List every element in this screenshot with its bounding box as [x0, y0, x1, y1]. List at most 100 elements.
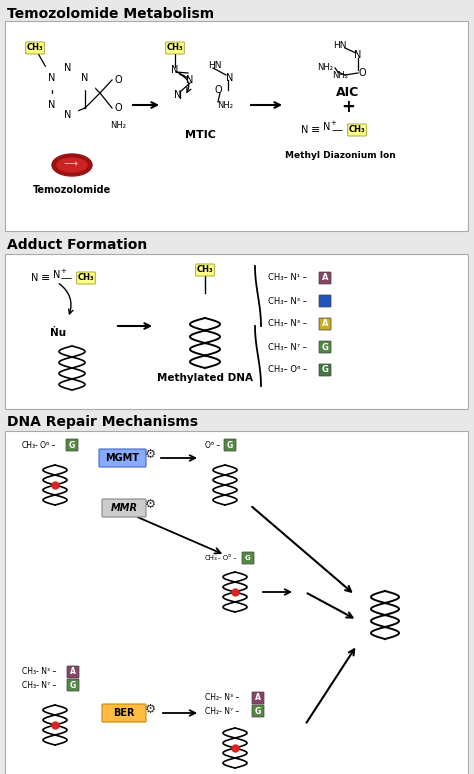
FancyBboxPatch shape — [77, 272, 95, 284]
Text: CH₃: CH₃ — [349, 125, 365, 135]
Text: CH₃: CH₃ — [78, 273, 94, 283]
Text: Methylated DNA: Methylated DNA — [157, 373, 253, 383]
FancyBboxPatch shape — [5, 254, 468, 409]
Text: O: O — [115, 75, 123, 85]
Text: N: N — [64, 110, 72, 120]
Text: N: N — [354, 50, 362, 60]
Text: N: N — [171, 65, 179, 75]
FancyBboxPatch shape — [67, 666, 79, 678]
Text: ⚙: ⚙ — [145, 498, 155, 511]
Text: —: — — [331, 125, 343, 135]
Text: CH₃– N⁷ –: CH₃– N⁷ – — [268, 343, 307, 351]
Text: O: O — [214, 85, 222, 95]
Text: ≡: ≡ — [311, 125, 321, 135]
Text: A: A — [322, 320, 328, 328]
Text: HN: HN — [333, 40, 347, 50]
Text: G: G — [321, 365, 328, 375]
Text: CH₃: CH₃ — [197, 265, 213, 275]
FancyBboxPatch shape — [99, 449, 146, 467]
Text: CH₃: CH₃ — [205, 555, 218, 561]
FancyBboxPatch shape — [319, 272, 331, 284]
Text: Methyl Diazonium Ion: Methyl Diazonium Ion — [284, 150, 395, 159]
Text: BER: BER — [113, 708, 135, 718]
FancyBboxPatch shape — [67, 679, 79, 691]
FancyBboxPatch shape — [319, 341, 331, 353]
Text: CH₃: CH₃ — [22, 440, 36, 450]
Text: G: G — [255, 707, 261, 715]
Text: O⁶ –: O⁶ – — [205, 440, 220, 450]
Text: +: + — [330, 120, 336, 126]
Text: MMR: MMR — [110, 503, 137, 513]
Text: N: N — [64, 63, 72, 73]
Ellipse shape — [57, 158, 87, 172]
FancyBboxPatch shape — [66, 439, 78, 451]
Text: MGMT: MGMT — [106, 453, 139, 463]
Text: ≡: ≡ — [41, 273, 51, 283]
Text: ⟶: ⟶ — [63, 159, 77, 169]
Text: N: N — [323, 122, 331, 132]
Text: G: G — [227, 440, 233, 450]
Text: - O⁶ –: - O⁶ – — [35, 440, 55, 450]
FancyBboxPatch shape — [196, 264, 214, 276]
Text: A: A — [255, 694, 261, 703]
Text: CH₃: CH₃ — [27, 43, 43, 53]
Text: NH₂: NH₂ — [217, 101, 233, 109]
FancyBboxPatch shape — [319, 364, 331, 376]
Text: N: N — [226, 73, 234, 83]
FancyBboxPatch shape — [5, 431, 468, 774]
Text: —: — — [61, 273, 72, 283]
Text: G: G — [245, 555, 251, 561]
Text: N: N — [82, 73, 89, 83]
Text: N: N — [186, 75, 194, 85]
FancyBboxPatch shape — [102, 499, 146, 517]
Text: CH₂- N⁷ –: CH₂- N⁷ – — [205, 707, 239, 715]
Text: CH₃– N³ –: CH₃– N³ – — [268, 320, 307, 328]
FancyBboxPatch shape — [5, 21, 468, 231]
Text: CH₃: CH₃ — [167, 43, 183, 53]
Text: A: A — [70, 667, 76, 676]
Text: NH₂: NH₂ — [332, 70, 348, 80]
Text: Temozolomide: Temozolomide — [33, 185, 111, 195]
FancyBboxPatch shape — [224, 439, 236, 451]
FancyBboxPatch shape — [348, 124, 366, 136]
FancyBboxPatch shape — [166, 42, 184, 54]
FancyBboxPatch shape — [102, 704, 146, 722]
Text: ⚙: ⚙ — [145, 447, 155, 461]
FancyBboxPatch shape — [242, 552, 254, 564]
Text: CH₂- N³ –: CH₂- N³ – — [205, 694, 239, 703]
Text: Temozolomide Metabolism: Temozolomide Metabolism — [7, 7, 214, 21]
Text: N: N — [174, 90, 182, 100]
Text: NH₂: NH₂ — [317, 63, 333, 73]
Text: NH₂: NH₂ — [110, 121, 126, 129]
Text: ⚙: ⚙ — [145, 703, 155, 715]
Text: O: O — [358, 68, 366, 78]
Text: A: A — [322, 273, 328, 283]
Text: - O⁶ –: - O⁶ – — [218, 555, 237, 561]
Text: Ṅu: Ṅu — [50, 328, 66, 338]
Text: N: N — [31, 273, 39, 283]
Text: G: G — [321, 343, 328, 351]
Text: AIC: AIC — [337, 85, 360, 98]
Text: DNA Repair Mechanisms: DNA Repair Mechanisms — [7, 415, 198, 429]
Text: CH₃– N¹ –: CH₃– N¹ – — [268, 273, 307, 283]
Text: N: N — [48, 100, 55, 110]
Text: N: N — [301, 125, 309, 135]
Text: O: O — [115, 103, 123, 113]
FancyBboxPatch shape — [26, 42, 44, 54]
Text: +: + — [60, 268, 66, 274]
Text: HN: HN — [208, 60, 222, 70]
Text: N: N — [48, 73, 55, 83]
Text: CH₃– N³ –: CH₃– N³ – — [268, 296, 307, 306]
Text: Adduct Formation: Adduct Formation — [7, 238, 147, 252]
Text: CH₃- N⁷ –: CH₃- N⁷ – — [22, 680, 56, 690]
FancyBboxPatch shape — [319, 295, 331, 307]
FancyBboxPatch shape — [319, 318, 331, 330]
Text: G: G — [70, 680, 76, 690]
Text: N: N — [53, 270, 61, 280]
Text: CH₃- N³ –: CH₃- N³ – — [22, 667, 56, 676]
Text: CH₃– O⁶ –: CH₃– O⁶ – — [268, 365, 307, 375]
Ellipse shape — [52, 154, 92, 176]
Text: MTIC: MTIC — [184, 130, 216, 140]
FancyBboxPatch shape — [252, 705, 264, 717]
Text: +: + — [341, 98, 355, 116]
